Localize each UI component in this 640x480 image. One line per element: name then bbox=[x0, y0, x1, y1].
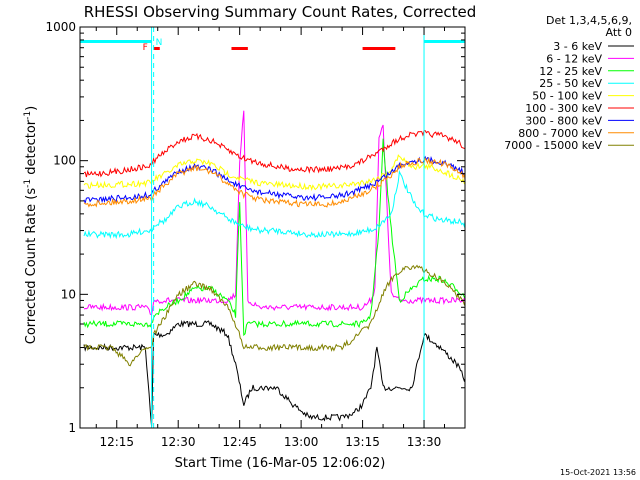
series-line-6 bbox=[83, 155, 466, 205]
x-tick-label-5: 13:30 bbox=[407, 435, 442, 449]
flag-bar-2 bbox=[362, 47, 396, 50]
legend-header-line1: Det 1,3,4,5,6,9, bbox=[546, 14, 632, 27]
annotation-label-n: N bbox=[156, 38, 163, 48]
series-line-5 bbox=[83, 130, 466, 178]
x-tick-label-2: 12:45 bbox=[222, 435, 257, 449]
x-tick-label-0: 12:15 bbox=[99, 435, 134, 449]
legend-label-8: 7000 - 15000 keV bbox=[504, 139, 602, 152]
x-tick-label-3: 13:00 bbox=[284, 435, 319, 449]
y-axis-label-sup2: -1 bbox=[23, 111, 33, 120]
y-axis-label: Corrected Count Rate (s-1 detector-1) bbox=[23, 106, 39, 344]
y-axis-label-end: ) bbox=[24, 106, 39, 111]
x-axis-label: Start Time (16-Mar-05 12:06:02) bbox=[175, 456, 386, 471]
series-line-2 bbox=[83, 138, 466, 337]
y-tick-label-1: 10 bbox=[61, 287, 76, 301]
legend-label-2: 12 - 25 keV bbox=[539, 65, 602, 78]
axes: 12:15 12:30 12:45 13:00 13:15 13:30 1 10 100 1000 bbox=[45, 20, 466, 449]
legend-header-line2: Att 0 bbox=[606, 26, 632, 39]
attenuator-bar-1 bbox=[424, 40, 465, 43]
footer-timestamp: 15-Oct-2021 13:56 bbox=[560, 468, 636, 477]
x-tick-label-4: 13:15 bbox=[345, 435, 380, 449]
attenuator-bar-0 bbox=[80, 40, 152, 43]
y-axis-label-mid: detector bbox=[24, 119, 39, 179]
legend-label-3: 25 - 50 keV bbox=[539, 77, 602, 90]
legend-label-7: 800 - 7000 keV bbox=[518, 127, 602, 140]
annotation-label-f: F bbox=[143, 43, 148, 53]
plot-frame bbox=[79, 26, 466, 429]
flag-bar-0 bbox=[153, 47, 160, 50]
series-line-1 bbox=[83, 110, 466, 316]
series-line-7 bbox=[83, 157, 466, 208]
series-line-0 bbox=[83, 319, 466, 427]
x-tick-label-1: 12:30 bbox=[161, 435, 196, 449]
series-line-4 bbox=[83, 154, 466, 192]
flag-bar-1 bbox=[231, 47, 248, 50]
series-line-3 bbox=[83, 169, 466, 240]
y-tick-label-3: 1000 bbox=[45, 20, 76, 34]
y-tick-label-0: 1 bbox=[68, 421, 76, 435]
legend-label-5: 100 - 300 keV bbox=[525, 102, 602, 115]
y-axis-label-main: Corrected Count Rate (s bbox=[24, 188, 39, 345]
legend-label-1: 6 - 12 keV bbox=[546, 52, 602, 65]
y-axis-label-sup1: -1 bbox=[23, 179, 33, 188]
series-line-8 bbox=[83, 264, 466, 367]
y-tick-label-2: 100 bbox=[53, 154, 76, 168]
legend-label-6: 300 - 800 keV bbox=[525, 114, 602, 127]
legend-label-0: 3 - 6 keV bbox=[553, 40, 602, 53]
chart-title: RHESSI Observing Summary Count Rates, Co… bbox=[84, 3, 477, 21]
legend-label-4: 50 - 100 keV bbox=[532, 90, 602, 103]
